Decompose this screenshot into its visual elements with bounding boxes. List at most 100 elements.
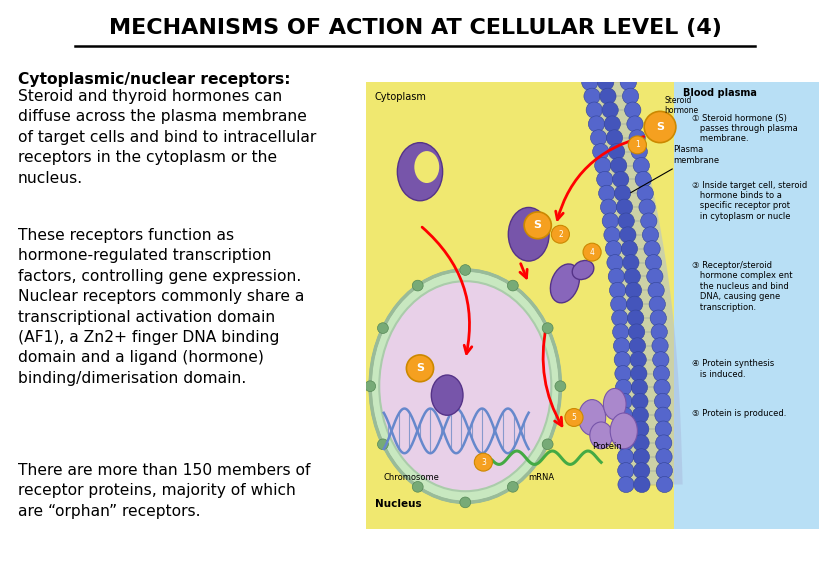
Circle shape (617, 199, 632, 215)
Circle shape (584, 88, 600, 104)
Circle shape (582, 74, 598, 91)
Circle shape (632, 393, 648, 409)
Circle shape (624, 269, 641, 285)
Circle shape (650, 310, 666, 326)
Ellipse shape (509, 208, 549, 261)
Text: 4: 4 (590, 248, 594, 256)
Ellipse shape (550, 264, 579, 303)
Circle shape (617, 435, 633, 451)
Circle shape (617, 449, 634, 465)
Text: S: S (534, 220, 542, 230)
Circle shape (648, 282, 664, 298)
Circle shape (637, 185, 653, 201)
Text: Protein: Protein (593, 442, 622, 451)
Circle shape (641, 213, 657, 229)
Circle shape (632, 407, 648, 423)
Text: mRNA: mRNA (529, 473, 555, 482)
Circle shape (632, 379, 647, 396)
Text: ① Steroid hormone (S)
   passes through plasma
   membrane.: ① Steroid hormone (S) passes through pla… (691, 113, 798, 143)
Circle shape (632, 421, 649, 437)
Circle shape (616, 393, 632, 409)
Ellipse shape (379, 281, 551, 491)
Circle shape (604, 116, 621, 132)
Ellipse shape (590, 422, 612, 449)
Circle shape (593, 143, 609, 160)
Circle shape (377, 323, 388, 333)
Circle shape (612, 310, 628, 326)
Polygon shape (366, 82, 674, 529)
Circle shape (656, 476, 673, 493)
Text: MECHANISMS OF ACTION AT CELLULAR LEVEL (4): MECHANISMS OF ACTION AT CELLULAR LEVEL (… (109, 18, 721, 38)
Circle shape (595, 158, 611, 173)
Text: Nucleus: Nucleus (375, 499, 421, 509)
Circle shape (608, 269, 625, 285)
Ellipse shape (603, 389, 626, 420)
Text: Cytoplasm: Cytoplasm (375, 92, 426, 102)
Circle shape (644, 240, 660, 257)
Circle shape (614, 185, 631, 201)
Text: There are more than 150 members of
receptor proteins, majority of which
are “orp: There are more than 150 members of recep… (18, 463, 311, 519)
Circle shape (597, 171, 613, 188)
Circle shape (622, 88, 639, 104)
Circle shape (627, 310, 644, 326)
Text: 2: 2 (558, 230, 563, 239)
Circle shape (607, 255, 623, 270)
Circle shape (625, 282, 642, 298)
Text: ④ Protein synthesis
   is induced.: ④ Protein synthesis is induced. (691, 359, 774, 379)
Ellipse shape (610, 413, 637, 449)
Text: S: S (656, 122, 664, 132)
Circle shape (639, 199, 655, 215)
Text: ③ Receptor/steroid
   hormone complex ent
   the nucleus and bind
   DNA, causin: ③ Receptor/steroid hormone complex ent t… (691, 261, 792, 312)
Text: ⑤ Protein is produced.: ⑤ Protein is produced. (691, 409, 786, 417)
Circle shape (634, 476, 650, 493)
Circle shape (606, 240, 622, 257)
Circle shape (586, 102, 602, 118)
Circle shape (620, 227, 636, 243)
Circle shape (644, 111, 676, 143)
Text: Steroid
hormone: Steroid hormone (665, 96, 699, 115)
Circle shape (633, 435, 649, 451)
Circle shape (555, 381, 566, 392)
Circle shape (607, 130, 622, 146)
Circle shape (611, 296, 627, 312)
Circle shape (625, 102, 641, 118)
Text: ② Inside target cell, steroid
   hormone binds to a
   specific receptor prot
  : ② Inside target cell, steroid hormone bi… (691, 181, 807, 221)
Circle shape (460, 497, 470, 508)
Circle shape (629, 130, 646, 146)
Circle shape (600, 88, 616, 104)
Text: 3: 3 (481, 457, 486, 467)
Circle shape (508, 280, 519, 291)
Circle shape (622, 255, 639, 270)
Text: Steroid and thyroid hormones can
diffuse across the plasma membrane
of target ce: Steroid and thyroid hormones can diffuse… (18, 89, 317, 186)
Circle shape (412, 280, 423, 291)
Text: These receptors function as
hormone-regulated transcription
factors, controlling: These receptors function as hormone-regu… (18, 228, 304, 386)
Circle shape (633, 449, 650, 465)
Circle shape (642, 227, 659, 243)
Circle shape (588, 116, 605, 132)
Text: Cytoplasmic/nuclear receptors:: Cytoplasmic/nuclear receptors: (18, 72, 291, 87)
Circle shape (655, 421, 671, 437)
Circle shape (647, 269, 663, 285)
Circle shape (649, 296, 666, 312)
Circle shape (656, 463, 672, 479)
Circle shape (616, 379, 632, 396)
Circle shape (611, 158, 627, 173)
Circle shape (612, 324, 629, 340)
Circle shape (622, 240, 637, 257)
Circle shape (652, 338, 668, 354)
Ellipse shape (573, 260, 594, 279)
Ellipse shape (578, 400, 606, 435)
Circle shape (631, 143, 647, 160)
Circle shape (597, 74, 614, 91)
Circle shape (598, 185, 615, 201)
Circle shape (460, 265, 470, 275)
Circle shape (602, 102, 618, 118)
Circle shape (617, 407, 632, 423)
Circle shape (653, 366, 670, 382)
Text: 1: 1 (635, 141, 640, 149)
Circle shape (406, 355, 434, 382)
Circle shape (652, 352, 669, 368)
Ellipse shape (431, 375, 463, 415)
Circle shape (615, 366, 631, 382)
Circle shape (612, 171, 629, 188)
